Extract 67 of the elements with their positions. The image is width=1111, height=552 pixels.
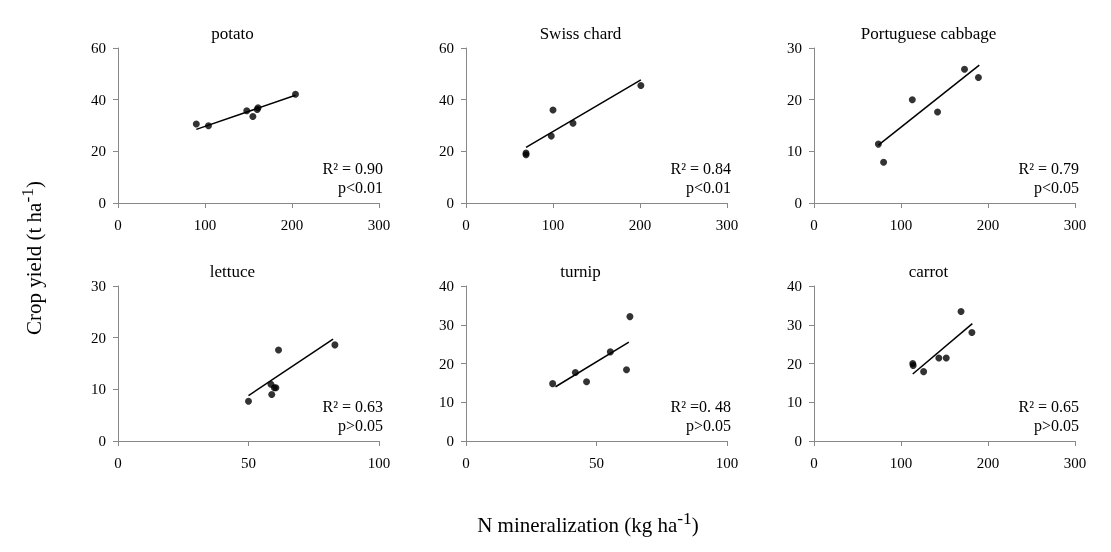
y-tick-label: 0 [794,195,802,211]
x-axis-title: N mineralization (kg ha$^{-1}$) [477,508,699,538]
chart-title: carrot [908,262,949,281]
chart-title: lettuce [209,262,256,281]
chart-title: Portuguese cabbage [860,24,997,43]
x-tick-label: 0 [114,216,122,233]
y-tick-label: 40 [787,278,802,294]
annotation: p<0.05 [1033,178,1080,197]
y-tick-label: 0 [446,195,454,211]
x-tick-label: 0 [114,454,122,471]
annotation: R² = 0.79 [1018,159,1080,177]
y-tick-label: 20 [787,355,802,372]
x-tick-label: 0 [810,454,818,471]
x-tick-label: 100 [367,454,391,471]
x-tick-label: 200 [976,216,1000,233]
y-tick-label: 20 [439,355,454,372]
annotation: R² = 0.65 [1018,397,1080,415]
y-tick-label: 0 [98,433,106,449]
x-tick-label: 100 [889,216,913,233]
x-tick-label: 300 [1063,454,1087,471]
annotation: R² = 0.90 [322,159,384,177]
x-tick-label: 100 [889,454,913,471]
y-tick-label: 40 [439,91,454,108]
y-tick-label: 30 [439,316,454,333]
annotation: p>0.05 [685,416,732,435]
y-tick-label: 10 [787,143,802,160]
y-tick-label: 30 [787,40,802,56]
y-tick-label: 0 [98,195,106,211]
x-tick-label: 0 [810,216,818,233]
y-tick-label: 30 [787,316,802,333]
x-tick-label: 300 [1063,216,1087,233]
x-tick-label: 50 [241,454,256,471]
y-tick-label: 10 [91,381,106,398]
x-tick-label: 0 [462,454,470,471]
x-tick-label: 300 [715,216,739,233]
annotation: R² = 0.63 [322,397,384,415]
x-tick-label: 100 [715,454,739,471]
y-tick-label: 60 [439,40,454,56]
annotation: p<0.01 [685,178,732,197]
annotation: p>0.05 [1033,416,1080,435]
chart-title: Swiss chard [539,24,622,43]
y-tick-label: 0 [446,433,454,449]
annotation: R² =0. 48 [670,397,732,415]
y-tick-label: 40 [439,278,454,294]
x-tick-label: 50 [589,454,604,471]
x-tick-label: 100 [193,216,217,233]
x-tick-label: 0 [462,216,470,233]
y-tick-label: 20 [787,91,802,108]
x-tick-label: 200 [976,454,1000,471]
x-tick-label: 300 [367,216,391,233]
y-tick-label: 10 [787,394,802,411]
x-tick-label: 100 [541,216,565,233]
x-tick-label: 200 [628,216,652,233]
y-tick-label: 20 [91,329,106,346]
chart-title: turnip [560,262,601,281]
y-tick-label: 20 [91,143,106,160]
y-tick-label: 30 [91,278,106,294]
y-tick-label: 40 [91,91,106,108]
annotation: R² = 0.84 [670,159,732,177]
y-tick-label: 0 [794,433,802,449]
annotation: p>0.05 [337,416,384,435]
x-tick-label: 200 [280,216,304,233]
y-tick-label: 60 [91,40,106,56]
annotation: p<0.01 [337,178,384,197]
chart-title: potato [211,24,254,43]
y-tick-label: 20 [439,143,454,160]
y-tick-label: 10 [439,394,454,411]
